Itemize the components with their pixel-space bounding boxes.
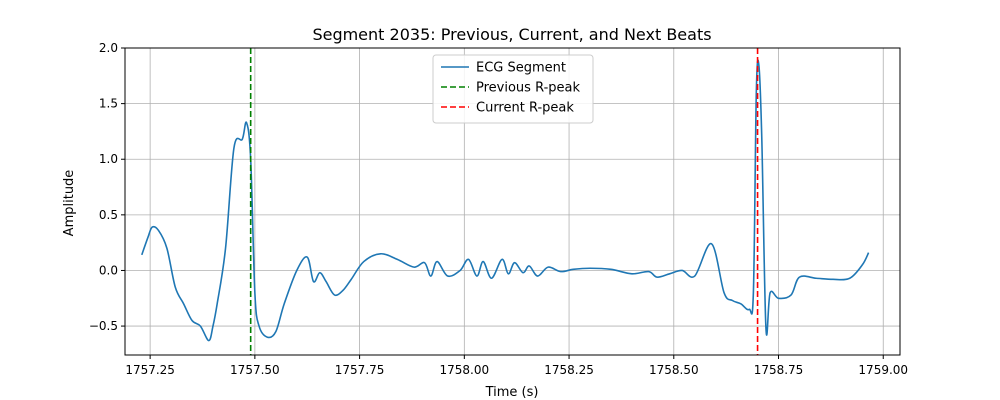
y-tick-label: −0.5 xyxy=(89,319,118,333)
x-tick-label: 1758.00 xyxy=(440,363,490,377)
series-line-ecg-segment xyxy=(141,59,870,342)
x-tick-label: 1758.25 xyxy=(544,363,594,377)
legend-entry: Current R-peak xyxy=(476,101,574,116)
series-layer xyxy=(141,48,870,355)
tick-layer: 1757.25 1757.50 1757.75 1758.00 1758.25 1758.… xyxy=(89,41,908,377)
legend-entry: Previous R-peak xyxy=(476,81,580,96)
legend-entry: ECG Segment xyxy=(476,61,566,76)
y-tick-label: 1.0 xyxy=(99,152,118,166)
x-tick-label: 1757.75 xyxy=(335,363,385,377)
x-tick-label: 1758.75 xyxy=(754,363,804,377)
y-tick-label: 0.0 xyxy=(99,263,118,277)
legend-box xyxy=(432,54,594,124)
plot-frame xyxy=(124,47,901,356)
legend: ECG Segment Previous R-peak Current R-peak xyxy=(432,54,594,124)
y-tick-label: 0.5 xyxy=(99,208,118,222)
y-tick-label: 1.5 xyxy=(99,97,118,111)
x-tick-label: 1758.50 xyxy=(649,363,699,377)
x-axis-label: Time (s) xyxy=(485,385,539,400)
y-tick-label: 2.0 xyxy=(99,41,118,55)
y-axis-label: Amplitude xyxy=(62,170,77,237)
chart-title: Segment 2035: Previous, Current, and Nex… xyxy=(312,25,711,44)
x-tick-label: 1757.25 xyxy=(125,363,175,377)
x-tick-label: 1757.50 xyxy=(230,363,280,377)
x-tick-label: 1759.00 xyxy=(858,363,908,377)
